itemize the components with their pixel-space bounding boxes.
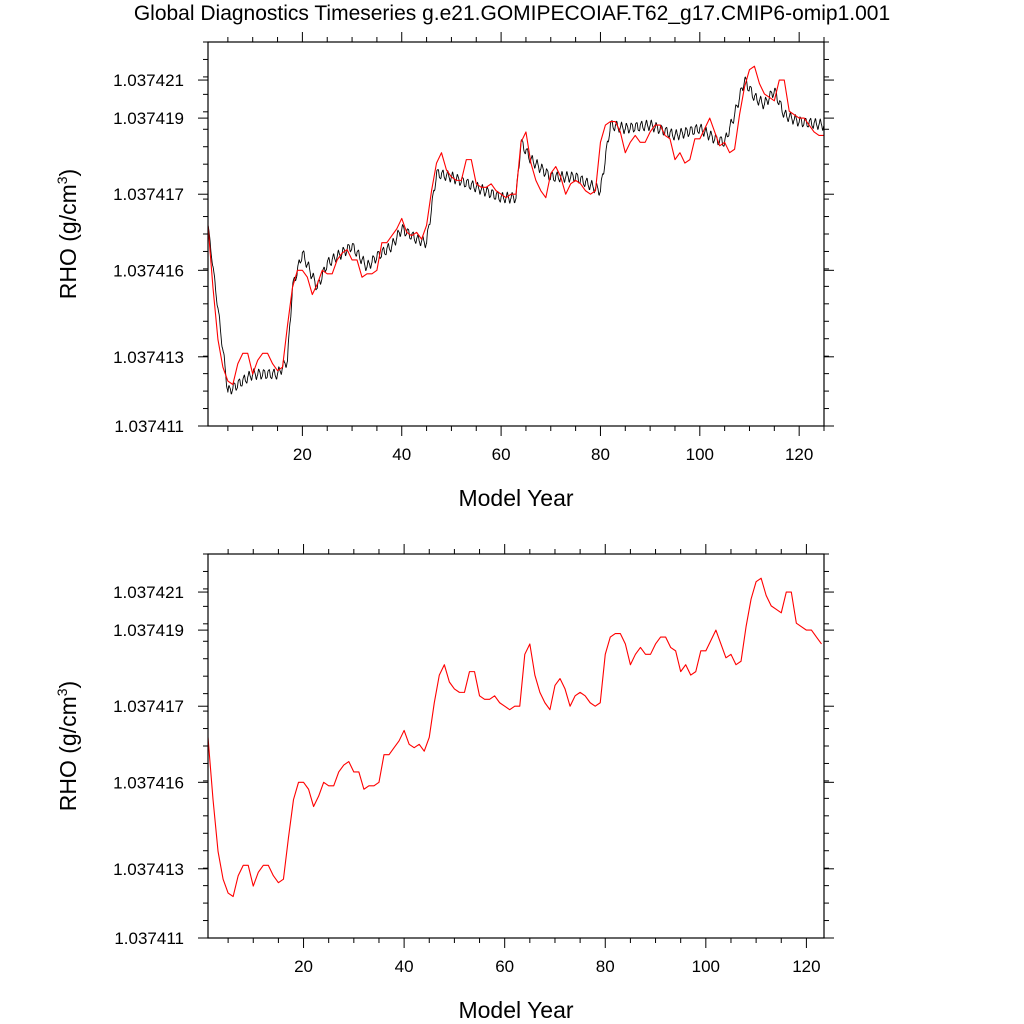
y-axis-title: RHO (g/cm3) [54, 169, 81, 299]
x-tick-label: 20 [293, 445, 312, 464]
annual-mean-series-line [208, 577, 822, 898]
y-tick-label: 1.037416 [113, 261, 184, 280]
x-tick-label: 40 [395, 957, 414, 976]
plot-area [208, 65, 824, 395]
x-tick-label: 120 [785, 445, 813, 464]
x-tick-label: 100 [692, 957, 720, 976]
y-tick-label: 1.037411 [114, 417, 184, 436]
monthly-series-line [208, 76, 824, 395]
y-axis-title: RHO (g/cm3) [54, 681, 81, 811]
annual-mean-series-line [208, 65, 824, 386]
x-tick-label: 60 [492, 445, 511, 464]
x-tick-label: 80 [596, 957, 615, 976]
y-tick-label: 1.037416 [113, 773, 184, 792]
x-axis-title: Model Year [458, 997, 573, 1023]
y-tick-label: 1.037419 [113, 621, 184, 640]
y-tick-label: 1.037413 [113, 860, 184, 879]
plot-frame [207, 553, 825, 939]
y-tick-label: 1.037411 [114, 929, 184, 948]
y-tick-label: 1.037413 [113, 348, 184, 367]
x-tick-label: 120 [792, 957, 820, 976]
y-tick-label: 1.037417 [113, 185, 184, 204]
x-axis-title: Model Year [458, 485, 573, 511]
y-tick-label: 1.037417 [113, 697, 184, 716]
page-title: Global Diagnostics Timeseries g.e21.GOMI… [133, 2, 891, 25]
x-tick-label: 80 [591, 445, 610, 464]
plot-frame [207, 41, 825, 427]
x-tick-label: 60 [495, 957, 514, 976]
y-tick-label: 1.037421 [113, 583, 184, 602]
chart-panel-1: 20 40 60 80 100 120 1.037411 1.037413 1.037416 1.… [54, 32, 834, 511]
x-tick-label: 40 [392, 445, 411, 464]
chart-panel-2: 20 40 60 80 100 120 1.037411 1.037413 1.037416 1.… [54, 544, 834, 1023]
y-tick-label: 1.037421 [113, 71, 184, 90]
x-tick-label: 20 [294, 957, 313, 976]
y-tick-label: 1.037419 [113, 109, 184, 128]
x-tick-label: 100 [686, 445, 714, 464]
plot-area [208, 577, 822, 898]
